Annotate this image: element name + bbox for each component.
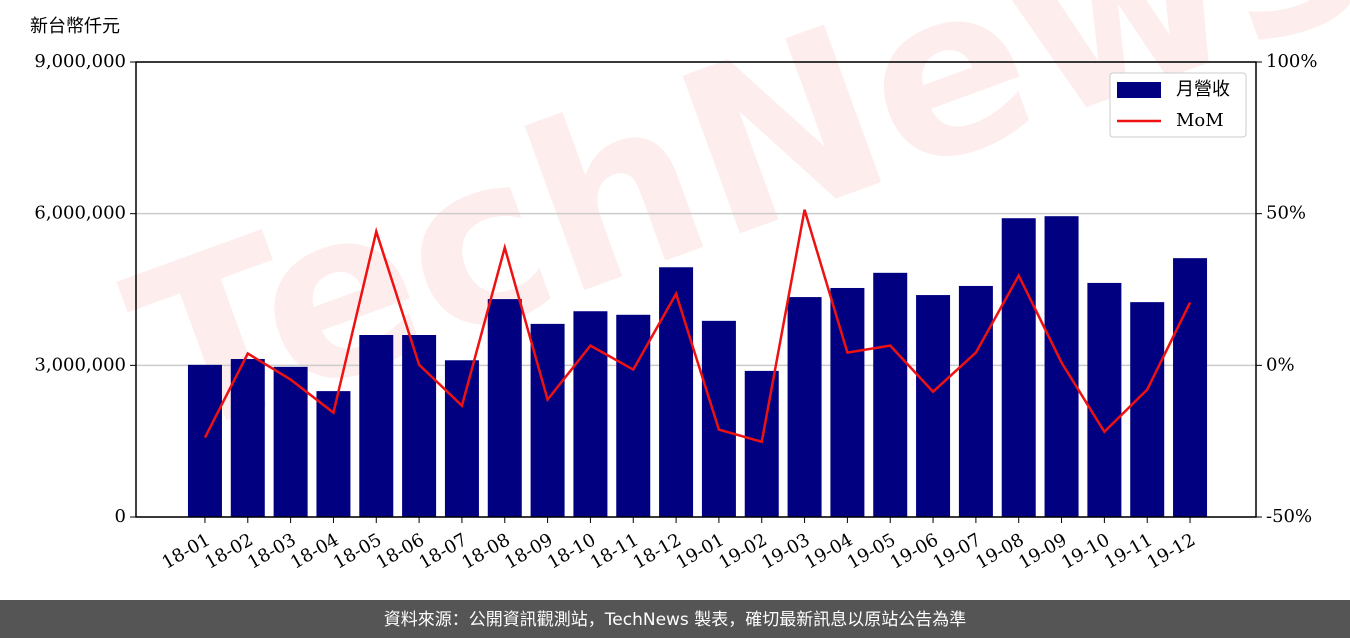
y2-tick-label: 0%: [1266, 354, 1295, 375]
x-tick-label: 18-02: [201, 529, 256, 573]
x-tick-label: 19-08: [972, 529, 1027, 573]
x-tick-label: 19-11: [1101, 529, 1156, 573]
x-tick-label: 19-02: [715, 529, 770, 573]
x-tick-label: 18-04: [287, 529, 342, 573]
footer: 資料來源：公開資訊觀測站，TechNews 製表，確切最新訊息以原站公告為準: [384, 610, 966, 630]
x-tick-label: 19-04: [801, 529, 856, 573]
x-tick-label: 18-10: [544, 529, 599, 573]
y2-tick-label: -50%: [1266, 506, 1312, 527]
x-tick-label: 18-09: [501, 529, 556, 573]
x-tick-label: 19-12: [1144, 529, 1199, 573]
x-tick-label: 18-05: [330, 529, 385, 573]
bar: [444, 360, 479, 517]
x-tick-label: 18-08: [458, 529, 513, 573]
y-axis-label: 新台幣仟元: [30, 16, 120, 37]
x-tick-label: 18-12: [630, 529, 685, 573]
bar: [573, 311, 608, 517]
x-tick-label: 18-03: [244, 529, 299, 573]
x-tick-label: 19-10: [1058, 529, 1113, 573]
bar: [830, 287, 865, 517]
x-tick-label: 19-01: [672, 529, 727, 573]
bar: [616, 314, 651, 517]
bar: [1173, 258, 1208, 517]
bar: [487, 299, 522, 517]
bar: [701, 320, 736, 517]
y2-tick-label: 100%: [1266, 51, 1317, 72]
y-tick-label: 3,000,000: [34, 354, 126, 375]
bar: [958, 285, 993, 517]
bar: [1044, 216, 1079, 517]
legend-label: 月營收: [1176, 79, 1230, 100]
x-tick-label: 19-05: [844, 529, 899, 573]
bar: [916, 295, 951, 517]
legend-swatch: [1117, 82, 1161, 98]
y2-tick-label: 50%: [1266, 203, 1306, 224]
bar: [787, 297, 822, 517]
x-tick-label: 18-01: [159, 529, 214, 573]
y-tick-label: 6,000,000: [34, 203, 126, 224]
bar: [187, 364, 222, 517]
bar: [873, 272, 908, 517]
bar: [230, 359, 265, 517]
footer-bar: [0, 600, 1350, 638]
legend-label: MoM: [1176, 110, 1224, 131]
bar: [1001, 218, 1036, 517]
x-tick-label: 18-06: [373, 529, 428, 573]
bar: [659, 267, 694, 517]
x-tick-label: 19-07: [929, 529, 984, 573]
y-tick-label: 0: [115, 506, 126, 527]
x-tick-label: 18-11: [587, 529, 642, 573]
x-tick-label: 19-06: [887, 529, 942, 573]
bar: [359, 335, 394, 517]
bar: [744, 370, 779, 517]
bar: [1130, 302, 1165, 517]
bar: [273, 366, 308, 517]
y-tick-label: 9,000,000: [34, 51, 126, 72]
bar: [1087, 282, 1122, 517]
x-tick-label: 18-07: [415, 529, 470, 573]
plot-frame: [135, 61, 1257, 518]
line: [203, 209, 1192, 444]
x-tick-label: 19-09: [1015, 529, 1070, 573]
x-tick-label: 19-03: [758, 529, 813, 573]
